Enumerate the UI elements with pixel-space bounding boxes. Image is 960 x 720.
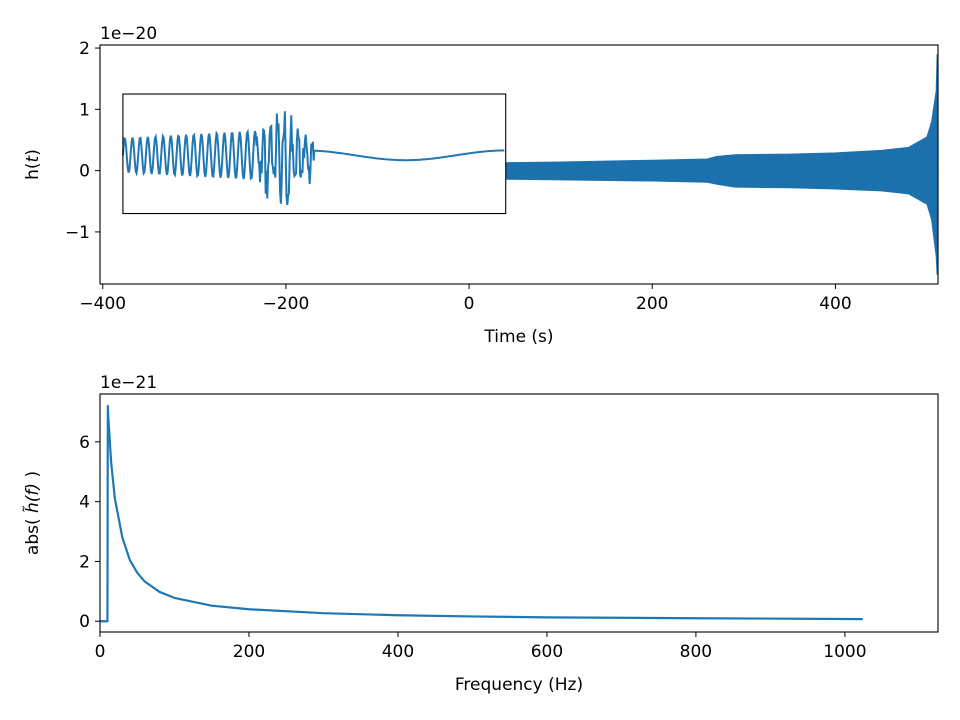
y-tick-label: 0 — [79, 612, 90, 632]
inset-frame — [122, 93, 507, 215]
x-tick-label: 1000 — [823, 642, 866, 662]
y-axis-label-suffix: ) — [23, 149, 43, 156]
y-tick-label: 2 — [79, 552, 90, 572]
y-tick-label: 0 — [79, 162, 90, 182]
x-axis-label: Time (s) — [483, 327, 553, 347]
y-tick-label: 1 — [79, 100, 90, 120]
y-tick-label: −1 — [65, 223, 90, 243]
y-axis-label-variable: h̃(f) — [22, 483, 43, 513]
frequency-domain-frame — [99, 393, 939, 633]
x-tick-label: 0 — [95, 642, 106, 662]
time-domain-frame — [99, 44, 939, 285]
x-tick-label: 800 — [680, 642, 712, 662]
x-tick-label: 400 — [382, 642, 414, 662]
frequency-domain-axes: 0 200 400 600 800 1000 0 2 4 6 Frequency (Hz) abs( … — [22, 373, 939, 695]
x-tick-label: 200 — [636, 294, 668, 314]
x-tick-label: −200 — [263, 294, 310, 314]
x-axis-label: Frequency (Hz) — [455, 675, 583, 695]
x-tick-label: −400 — [79, 294, 126, 314]
x-tick-label: 200 — [233, 642, 265, 662]
y-axis-label-suffix: ) — [23, 471, 43, 483]
y-axis-label: h(t) — [23, 149, 43, 180]
y-axis-label-prefix: abs( — [23, 513, 43, 555]
y-tick-label: 4 — [79, 493, 90, 513]
y-axis-label: abs( h̃(f) ) — [22, 471, 43, 555]
y-axis-label-prefix: h( — [23, 162, 43, 179]
y-tick-label: 2 — [79, 39, 90, 59]
spectrum-line — [100, 404, 863, 623]
y-offset-label: 1e−20 — [100, 24, 157, 44]
y-axis-label-variable: t — [23, 154, 43, 162]
y-tick-label: 6 — [79, 433, 90, 453]
x-tick-label: 400 — [819, 294, 851, 314]
x-tick-label: 600 — [531, 642, 563, 662]
time-domain-axes: −400 −200 0 200 400 −1 0 1 2 Time (s) h(t) 1e−20 — [23, 24, 939, 347]
inset-waveform — [121, 111, 505, 206]
x-tick-label: 0 — [464, 294, 475, 314]
y-offset-label: 1e−21 — [100, 373, 157, 393]
